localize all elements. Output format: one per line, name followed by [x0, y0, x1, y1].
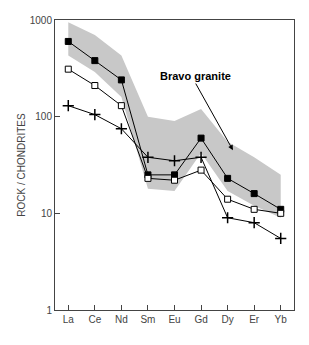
svg-text:1: 1: [46, 305, 52, 316]
svg-text:ROCK / CHONDRITES: ROCK / CHONDRITES: [16, 113, 27, 217]
svg-text:Eu: Eu: [168, 314, 180, 325]
svg-text:100: 100: [35, 111, 52, 122]
svg-text:10: 10: [41, 208, 53, 219]
svg-text:Yb: Yb: [275, 314, 288, 325]
svg-text:Nd: Nd: [115, 314, 128, 325]
svg-text:La: La: [63, 314, 75, 325]
svg-text:Er: Er: [249, 314, 260, 325]
svg-text:Gd: Gd: [194, 314, 207, 325]
svg-text:Sm: Sm: [140, 314, 155, 325]
svg-text:Bravo granite: Bravo granite: [160, 70, 231, 82]
svg-text:Ce: Ce: [88, 314, 101, 325]
svg-text:Dy: Dy: [221, 314, 233, 325]
svg-text:1000: 1000: [30, 15, 53, 26]
